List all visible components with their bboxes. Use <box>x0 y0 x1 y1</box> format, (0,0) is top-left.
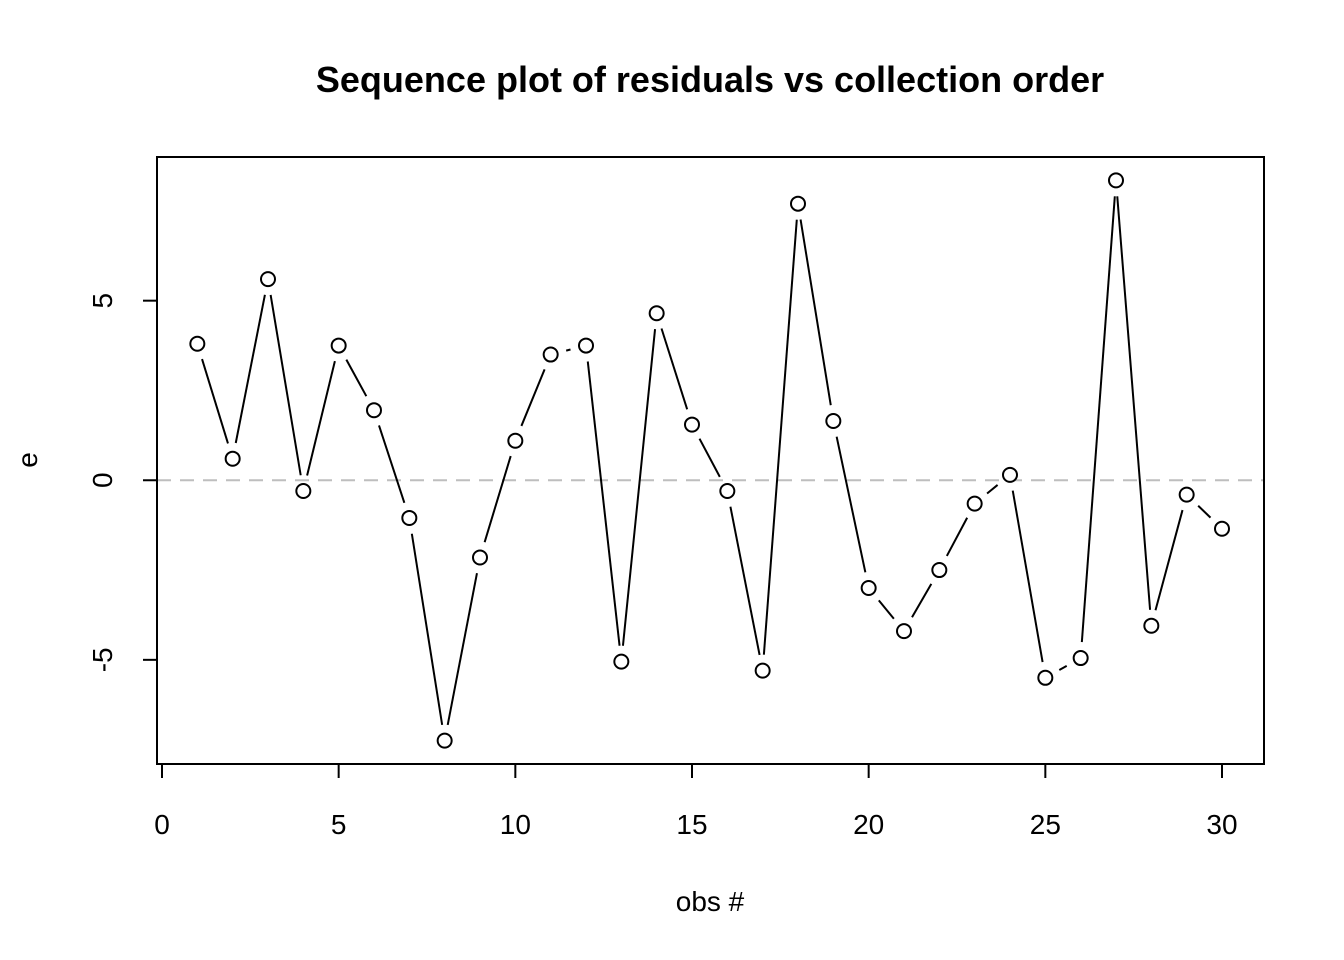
data-point <box>1108 172 1124 189</box>
y-tick-label: 5 <box>87 293 118 309</box>
x-axis-label: obs # <box>676 886 745 917</box>
data-point <box>507 432 524 449</box>
series-segment <box>306 360 336 476</box>
data-point <box>754 662 771 679</box>
y-axis: -5 0 5 <box>87 293 158 672</box>
series-segment <box>911 583 933 618</box>
series-segment <box>520 368 546 427</box>
data-point <box>966 495 983 512</box>
series-segment <box>1197 505 1212 519</box>
series-segment <box>1080 196 1116 643</box>
data-point <box>295 483 312 500</box>
data-point <box>1037 669 1054 686</box>
series-segment <box>698 438 721 478</box>
data-point <box>330 337 347 354</box>
series-segment <box>799 219 832 406</box>
x-tick-label: 30 <box>1206 809 1237 840</box>
x-tick-label: 20 <box>853 809 884 840</box>
x-axis: 0 5 10 15 20 25 30 <box>154 763 1238 840</box>
series-segment <box>378 425 406 504</box>
data-point <box>613 653 630 670</box>
data-point <box>1143 617 1160 634</box>
data-point <box>896 623 912 640</box>
data-point <box>260 271 276 288</box>
data-point <box>860 580 877 597</box>
y-axis-label: e <box>12 452 43 468</box>
x-tick-label: 0 <box>154 809 170 840</box>
data-point <box>790 195 806 212</box>
data-point <box>472 549 488 566</box>
series-segment <box>586 361 621 646</box>
series-segment <box>269 294 302 476</box>
data-point <box>1178 486 1195 503</box>
series-segment <box>1116 196 1152 610</box>
data-point <box>578 337 594 354</box>
data-point <box>719 483 736 500</box>
data-point <box>224 450 241 467</box>
x-tick-label: 15 <box>676 809 707 840</box>
data-point <box>1002 466 1018 483</box>
x-tick-label: 25 <box>1030 809 1061 840</box>
series-segment <box>234 294 266 444</box>
data-point <box>401 509 418 526</box>
series-segment <box>1011 490 1044 663</box>
series-segment <box>201 358 229 444</box>
series-segment <box>483 455 512 543</box>
series-segment <box>945 517 969 557</box>
data-point <box>189 335 206 352</box>
y-tick-label: -5 <box>87 647 118 672</box>
series-segment <box>729 506 761 656</box>
y-tick-label: 0 <box>87 472 118 488</box>
series-segment <box>878 599 895 620</box>
x-tick-label: 10 <box>500 809 531 840</box>
series-segment <box>835 436 867 573</box>
data-point <box>648 305 665 322</box>
data-point <box>684 416 700 433</box>
x-tick-label: 5 <box>331 809 347 840</box>
data-point <box>931 562 948 579</box>
series-segment <box>762 219 798 655</box>
data-point <box>825 412 842 429</box>
series-segment <box>621 329 657 646</box>
series-segment <box>986 484 999 495</box>
series-segment <box>410 533 444 726</box>
data-point <box>1214 520 1230 537</box>
series-segment <box>446 572 478 726</box>
series-segment <box>1058 664 1068 671</box>
plot-area <box>157 172 1264 749</box>
data-point <box>542 346 559 363</box>
series-segment <box>345 359 368 397</box>
chart-title: Sequence plot of residuals vs collection… <box>316 59 1104 100</box>
data-point <box>1072 650 1089 667</box>
series-segment <box>1154 509 1184 611</box>
series-segment <box>660 328 689 410</box>
data-point <box>366 402 382 419</box>
data-point <box>436 732 453 749</box>
series-segment <box>565 348 571 352</box>
